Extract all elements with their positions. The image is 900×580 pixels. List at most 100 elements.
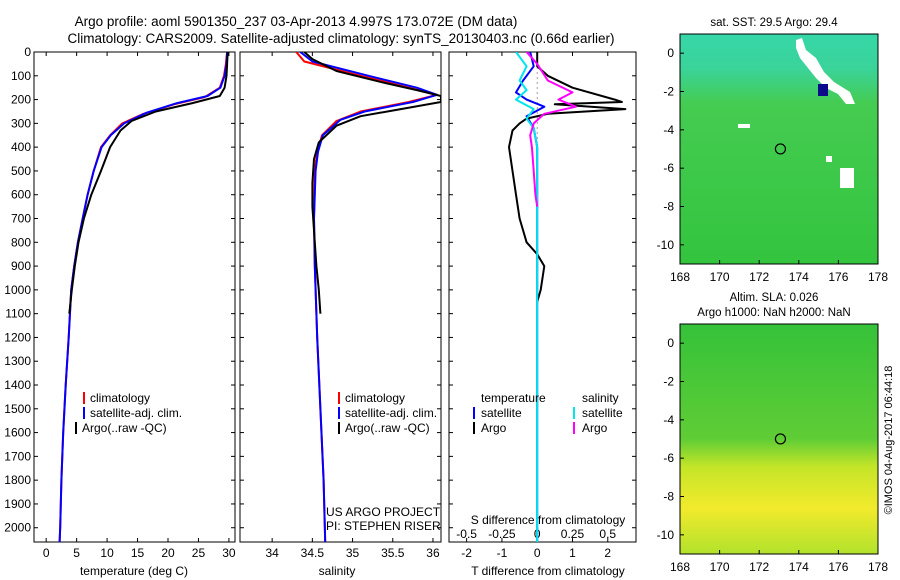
sla-map-title: Altim. SLA: 0.026	[730, 292, 819, 304]
y-tick-label: 1400	[4, 378, 31, 392]
sst-missing-cell	[826, 156, 832, 162]
legend-salinity-heading: salinity	[582, 391, 619, 405]
sla-field	[680, 324, 878, 554]
map-x-tick-label: 172	[749, 560, 769, 574]
salinity-axes-frame	[239, 51, 442, 543]
y-tick-label: 1700	[4, 449, 31, 463]
sst-argo-location-marker	[774, 143, 787, 155]
x-tick-label: 34	[265, 546, 279, 560]
x-tick-label: 30	[222, 546, 236, 560]
sst-map-ticks: 168 170 172 174 176 178 0 -2 -4 -6 -8 -10	[657, 46, 889, 284]
x-tick-label: 10	[100, 546, 114, 560]
salinity-xlabel: salinity	[319, 564, 356, 578]
y-tick-label: 0	[24, 45, 31, 59]
map-x-tick-label: 172	[749, 270, 769, 284]
copyright-stamp: ©IMOS 04-Aug-2017 06:44:18	[883, 366, 895, 515]
series-line-satellite-adj-clim	[299, 52, 438, 542]
header-line-2: Climatology: CARS2009. Satellite-adjuste…	[67, 31, 614, 46]
x-tick-label: 36	[426, 546, 440, 560]
x-tick-label: 1	[569, 546, 576, 560]
x-tick-label: 5	[73, 546, 80, 560]
y-tick-label: 300	[11, 116, 31, 130]
map-x-tick-label: 168	[670, 270, 690, 284]
x-tick-label: 15	[131, 546, 145, 560]
map-y-tick-label: -6	[663, 451, 674, 465]
y-tick-label: 1900	[4, 497, 31, 511]
map-y-tick-label: -10	[657, 528, 675, 542]
y-tick-label: 700	[11, 212, 31, 226]
sst-missing-cell	[738, 124, 750, 128]
series-line-argo-raw-qc	[68, 52, 229, 314]
y-tick-label: 1300	[4, 354, 31, 368]
difference-legend: temperature salinity satellite Argo sate…	[473, 391, 623, 435]
map-x-tick-label: 174	[789, 270, 809, 284]
y-tick-label: 1000	[4, 283, 31, 297]
x-top-tick-label: -0.5	[456, 527, 477, 541]
temperature-legend: climatology satellite-adj. clim. Argo(..…	[75, 391, 182, 435]
legend-temp-satellite-label: satellite	[481, 406, 522, 420]
sst-map-title: sat. SST: 29.5 Argo: 29.4	[710, 17, 838, 29]
series-line-argo-raw-qc	[303, 52, 441, 314]
series-line-climatology	[58, 52, 229, 542]
series-line-temperature-satellite	[515, 52, 546, 542]
sst-map-frame	[679, 33, 879, 265]
legend-temperature-heading: temperature	[481, 391, 546, 405]
sla-argo-location-marker	[774, 433, 787, 445]
sla-map-frame	[679, 323, 879, 555]
x-top-tick-label: -0.25	[488, 527, 516, 541]
x-tick-label: 20	[161, 546, 175, 560]
y-tick-label: 100	[11, 69, 31, 83]
temperature-ticks: 0 5 10 15 20 25 300100200300400500600700800900…	[4, 45, 236, 560]
map-x-tick-label: 174	[789, 560, 809, 574]
x-tick-label: 35.5	[381, 546, 405, 560]
series-line-salinity-argo	[525, 52, 577, 207]
sst-map-panel: sat. SST: 29.5 Argo: 29.4 168 170 172 174 17…	[657, 17, 889, 284]
legend-satellite-label: satellite-adj. clim.	[345, 406, 437, 420]
map-x-tick-label: 168	[670, 560, 690, 574]
salinity-panel: 34 34.5 35 35.5 36 salinity climatology sate…	[239, 51, 442, 578]
series-line-satellite-adj-clim	[58, 52, 229, 542]
x-tick-label: 35	[346, 546, 360, 560]
x-tick-label: 0	[43, 546, 50, 560]
project-annotation-line-2: PI: STEPHEN RISER	[326, 519, 441, 533]
legend-satellite-label: satellite-adj. clim.	[90, 406, 182, 420]
map-x-tick-label: 170	[710, 270, 730, 284]
temperature-panel: 0 5 10 15 20 25 300100200300400500600700800900…	[4, 45, 236, 578]
difference-axes-frame	[448, 51, 637, 543]
x-tick-label: -1	[497, 546, 508, 560]
y-tick-label: 400	[11, 140, 31, 154]
map-x-tick-label: 176	[828, 270, 848, 284]
y-tick-label: 200	[11, 93, 31, 107]
sst-missing-data-patch	[796, 38, 855, 104]
difference-ticks: -2 -1 0 1 2-0.5 -0.25 0 0.25 0.5	[449, 51, 636, 560]
map-y-tick-label: -10	[657, 238, 675, 252]
sst-cold-cell	[818, 84, 828, 96]
sst-missing-cell	[840, 168, 854, 188]
map-y-tick-label: -4	[663, 413, 674, 427]
x-tick-label: 0	[534, 546, 541, 560]
series-line-climatology	[295, 52, 438, 542]
difference-lines	[508, 52, 627, 542]
difference-xlabel: T difference from climatology	[471, 564, 625, 578]
y-tick-label: 1600	[4, 426, 31, 440]
temperature-xlabel: temperature (deg C)	[80, 564, 188, 578]
sst-field	[680, 34, 878, 264]
x-tick-label: 34.5	[301, 546, 325, 560]
header-line-1: Argo profile: aoml 5901350_237 03-Apr-20…	[75, 14, 518, 29]
sla-map-ticks: 168 170 172 174 176 178 0 -2 -4 -6 -8 -10	[657, 336, 889, 574]
sst-land-patches	[738, 38, 855, 188]
difference-xlabel-top: S difference from climatology	[471, 513, 626, 527]
y-tick-label: 800	[11, 235, 31, 249]
map-y-tick-label: -6	[663, 161, 674, 175]
salinity-lines	[295, 52, 441, 542]
legend-temp-argo-label: Argo	[481, 421, 507, 435]
y-tick-label: 2000	[4, 521, 31, 535]
map-x-tick-label: 178	[868, 560, 888, 574]
y-tick-label: 900	[11, 259, 31, 273]
legend-sal-satellite-label: satellite	[582, 406, 623, 420]
x-tick-label: 25	[192, 546, 206, 560]
y-tick-label: 1200	[4, 330, 31, 344]
x-tick-label: -2	[461, 546, 472, 560]
project-annotation-line-1: US ARGO PROJECT	[326, 505, 441, 519]
